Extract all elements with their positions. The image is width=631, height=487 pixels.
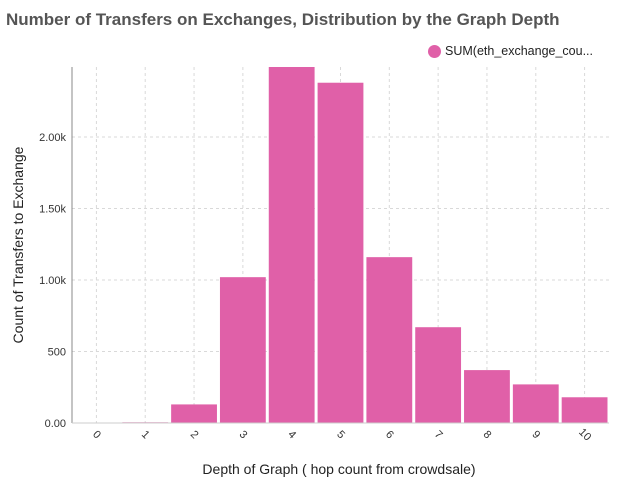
legend-series-label: SUM(eth_exchange_cou... (445, 44, 594, 58)
axes (71, 67, 609, 424)
y-tick-labels: 0.00 500 1.00k 1.50k 2.00k (39, 132, 66, 430)
y-tick-label: 0.00 (45, 418, 66, 430)
x-axis-label: Depth of Graph ( hop count from crowdsal… (202, 461, 475, 477)
y-tick-label: 1.00k (39, 275, 66, 287)
bar-4[interactable] (268, 67, 315, 423)
y-tick-label: 500 (48, 347, 66, 359)
y-tick-label: 1.50k (39, 204, 66, 216)
bar-10[interactable] (561, 397, 608, 423)
x-tick-labels: 0 1 2 3 4 5 6 7 8 9 10 (90, 426, 593, 443)
x-tick-label: 6 (383, 428, 396, 441)
x-tick-label: 2 (188, 428, 201, 441)
x-tick-label: 10 (576, 426, 593, 443)
bar-9[interactable] (512, 384, 559, 423)
x-tick-label: 9 (529, 428, 542, 441)
legend[interactable]: SUM(eth_exchange_cou... (428, 44, 593, 58)
legend-swatch-icon (428, 44, 441, 58)
chart-title: Number of Transfers on Exchanges, Distri… (6, 10, 560, 29)
bar-3[interactable] (219, 277, 266, 423)
bar-8[interactable] (464, 370, 510, 423)
x-tick-label: 4 (285, 428, 298, 441)
bar-5[interactable] (317, 82, 364, 424)
bar-2[interactable] (171, 404, 217, 423)
x-tick-label: 7 (432, 428, 445, 441)
x-tick-label: 0 (90, 428, 103, 441)
y-tick-label: 2.00k (39, 132, 66, 144)
bar-6[interactable] (366, 257, 413, 423)
bars (73, 67, 608, 424)
bar-7[interactable] (415, 327, 462, 423)
x-tick-label: 8 (481, 428, 494, 441)
x-tick-label: 3 (237, 428, 250, 441)
y-axis-label: Count of Transfers to Exchange (10, 146, 26, 343)
x-tick-label: 5 (334, 428, 347, 441)
x-tick-label: 1 (139, 428, 152, 441)
